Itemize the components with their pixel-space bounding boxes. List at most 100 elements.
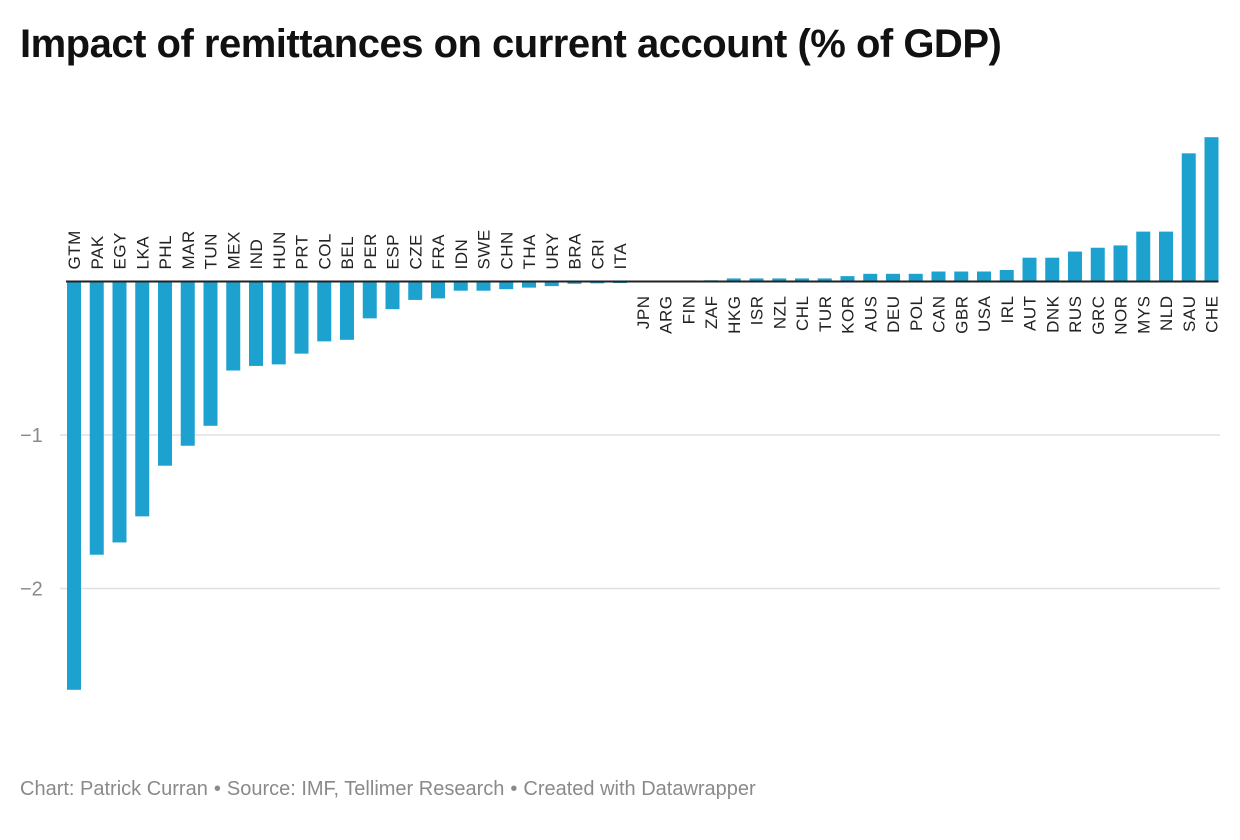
bar-nzl (772, 278, 787, 282)
bar-prt (294, 281, 309, 354)
category-label-ury: URY (543, 232, 562, 269)
category-label-ind: IND (247, 239, 266, 270)
created-with-credit: Created with Datawrapper (523, 778, 756, 800)
bar-ind (249, 281, 263, 366)
bar-chn (499, 281, 514, 290)
bar-phl (158, 281, 172, 466)
y-tick-label: −1 (20, 425, 43, 447)
category-label-egy: EGY (111, 232, 130, 269)
category-label-lka: LKA (133, 236, 152, 270)
category-label-phl: PHL (156, 235, 175, 270)
category-label-fin: FIN (679, 296, 698, 325)
category-label-chl: CHL (793, 296, 812, 332)
category-label-nor: NOR (1112, 296, 1131, 335)
chart-title: Impact of remittances on current account… (20, 22, 1002, 66)
category-label-pol: POL (907, 296, 926, 332)
bar-pol (908, 273, 923, 282)
category-label-nld: NLD (1157, 296, 1176, 332)
category-label-esp: ESP (384, 234, 403, 270)
category-label-dnk: DNK (1043, 295, 1062, 333)
footer-separator: • (213, 778, 221, 800)
footer-separator: • (510, 778, 518, 800)
bar-bel (340, 281, 354, 340)
bar-can (931, 271, 946, 282)
chart-footer: Chart: Patrick Curran • Source: IMF, Telli… (20, 778, 756, 801)
bar-usa (977, 271, 991, 282)
bar-che (1204, 137, 1219, 282)
bar-sau (1181, 153, 1196, 282)
category-label-prt: PRT (293, 234, 312, 269)
bar-col (317, 281, 332, 342)
bar-chl (795, 278, 809, 282)
category-label-isr: ISR (748, 296, 767, 326)
category-label-tha: THA (520, 234, 539, 270)
category-label-deu: DEU (884, 296, 903, 333)
bar-aut (1022, 257, 1037, 282)
bar-tun (203, 281, 218, 426)
bar-tur (817, 278, 832, 282)
bar-fra (431, 281, 445, 299)
bar-bra (567, 281, 582, 284)
bar-egy (112, 281, 127, 543)
source-credit: Source: IMF, Tellimer Research (226, 778, 505, 800)
bar-pak (89, 281, 104, 555)
category-labels: GTM PAK EGY LKA PHL MAR TUN MEX IND HUN PRT COL BEL P… (65, 229, 1222, 335)
category-label-cze: CZE (406, 234, 425, 270)
bar-grc (1090, 247, 1105, 282)
bar-gtm (67, 281, 81, 690)
bar-chart: GTM PAK EGY LKA PHL MAR TUN MEX IND HUN PRT COL BEL P… (20, 137, 1222, 690)
bar-deu (886, 273, 900, 282)
bar-tha (522, 281, 536, 288)
category-label-kor: KOR (839, 296, 858, 334)
category-label-mex: MEX (224, 231, 243, 269)
y-axis-ticks: −1 −2 (20, 425, 43, 601)
category-label-bel: BEL (338, 236, 357, 270)
category-label-grc: GRC (1089, 296, 1108, 335)
bar-ury (544, 281, 559, 287)
category-label-mar: MAR (179, 230, 198, 269)
category-label-hun: HUN (270, 231, 289, 269)
bar-idn (453, 281, 468, 291)
category-label-col: COL (315, 233, 334, 269)
category-label-aut: AUT (1021, 296, 1040, 332)
category-label-zaf: ZAF (702, 296, 721, 330)
bar-swe (476, 281, 491, 291)
category-label-rus: RUS (1066, 296, 1085, 333)
category-label-jpn: JPN (634, 296, 653, 330)
category-label-tur: TUR (816, 296, 835, 332)
category-label-can: CAN (930, 296, 949, 333)
category-label-hkg: HKG (725, 296, 744, 334)
bar-hun (271, 281, 286, 365)
category-label-arg: ARG (657, 296, 676, 334)
bar-mar (180, 281, 195, 446)
category-label-idn: IDN (452, 239, 471, 270)
bars (67, 137, 1219, 690)
category-label-chn: CHN (497, 231, 516, 269)
category-label-bra: BRA (566, 233, 585, 270)
category-label-nzl: NZL (770, 296, 789, 330)
bar-nld (1159, 231, 1173, 282)
bar-mex (226, 281, 241, 371)
category-label-aus: AUS (861, 296, 880, 332)
category-label-che: CHE (1203, 296, 1222, 333)
category-label-pak: PAK (88, 235, 107, 269)
bar-nor (1113, 245, 1128, 282)
bar-isr (749, 278, 764, 282)
bar-cze (408, 281, 423, 300)
chart-credit: Chart: Patrick Curran (20, 778, 208, 800)
y-tick-label: −2 (20, 579, 43, 601)
category-label-tun: TUN (202, 233, 221, 269)
category-label-swe: SWE (475, 229, 494, 269)
bar-lka (135, 281, 150, 517)
bar-mys (1136, 231, 1151, 282)
category-label-gbr: GBR (952, 296, 971, 334)
bar-rus (1068, 251, 1082, 282)
bar-irl (999, 269, 1014, 282)
category-label-ita: ITA (611, 243, 630, 270)
bar-dnk (1045, 257, 1060, 282)
bar-gbr (954, 271, 969, 282)
bar-hkg (726, 278, 741, 282)
category-label-mys: MYS (1134, 296, 1153, 334)
category-label-per: PER (361, 233, 380, 269)
bar-per (362, 281, 377, 319)
